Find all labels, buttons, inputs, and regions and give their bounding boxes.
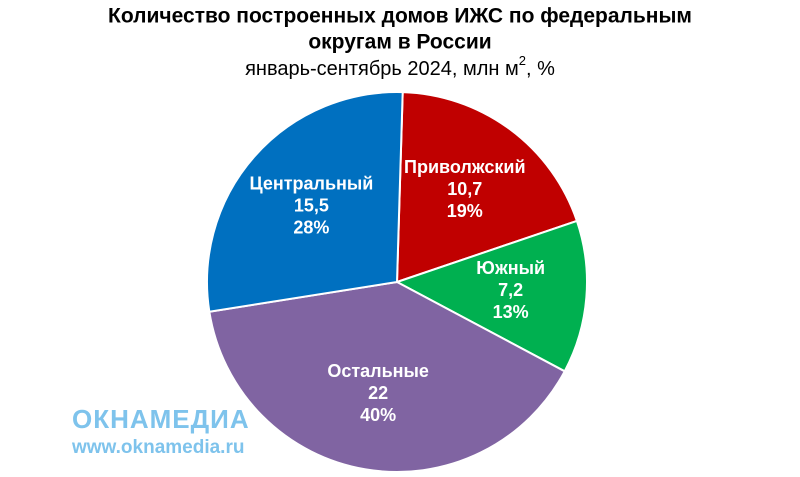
watermark-logo: ОКНАМЕДИА — [72, 404, 250, 434]
pie-slice — [206, 91, 404, 313]
chart-title: Количество построенных домов ИЖС по феде… — [108, 5, 692, 28]
slice-value: 15,5 — [294, 195, 329, 215]
pie-slice — [395, 91, 579, 284]
slice-percent: 13% — [493, 302, 529, 322]
slice-category: Южный — [476, 258, 545, 278]
chart-title: округам в России — [308, 31, 491, 54]
slice-value: 10,7 — [447, 179, 482, 199]
watermark-url: www.oknamedia.ru — [71, 437, 244, 458]
pie-slice — [394, 219, 588, 373]
chart-subtitle: январь-сентябрь 2024, млн м2, % — [245, 53, 555, 80]
slice-category: Приволжский — [404, 157, 525, 177]
slice-value: 22 — [368, 383, 388, 403]
slice-category: Остальные — [327, 361, 429, 381]
subtitle-suffix: , % — [526, 58, 555, 80]
pie-slice — [208, 280, 567, 473]
subtitle-text: январь-сентябрь 2024, млн м — [245, 58, 519, 80]
slice-percent: 28% — [293, 217, 329, 237]
subtitle-superscript: 2 — [519, 53, 526, 68]
slice-category: Центральный — [249, 173, 373, 193]
slice-value: 7,2 — [498, 280, 523, 300]
slice-percent: 40% — [360, 405, 396, 425]
slice-percent: 19% — [447, 201, 483, 221]
